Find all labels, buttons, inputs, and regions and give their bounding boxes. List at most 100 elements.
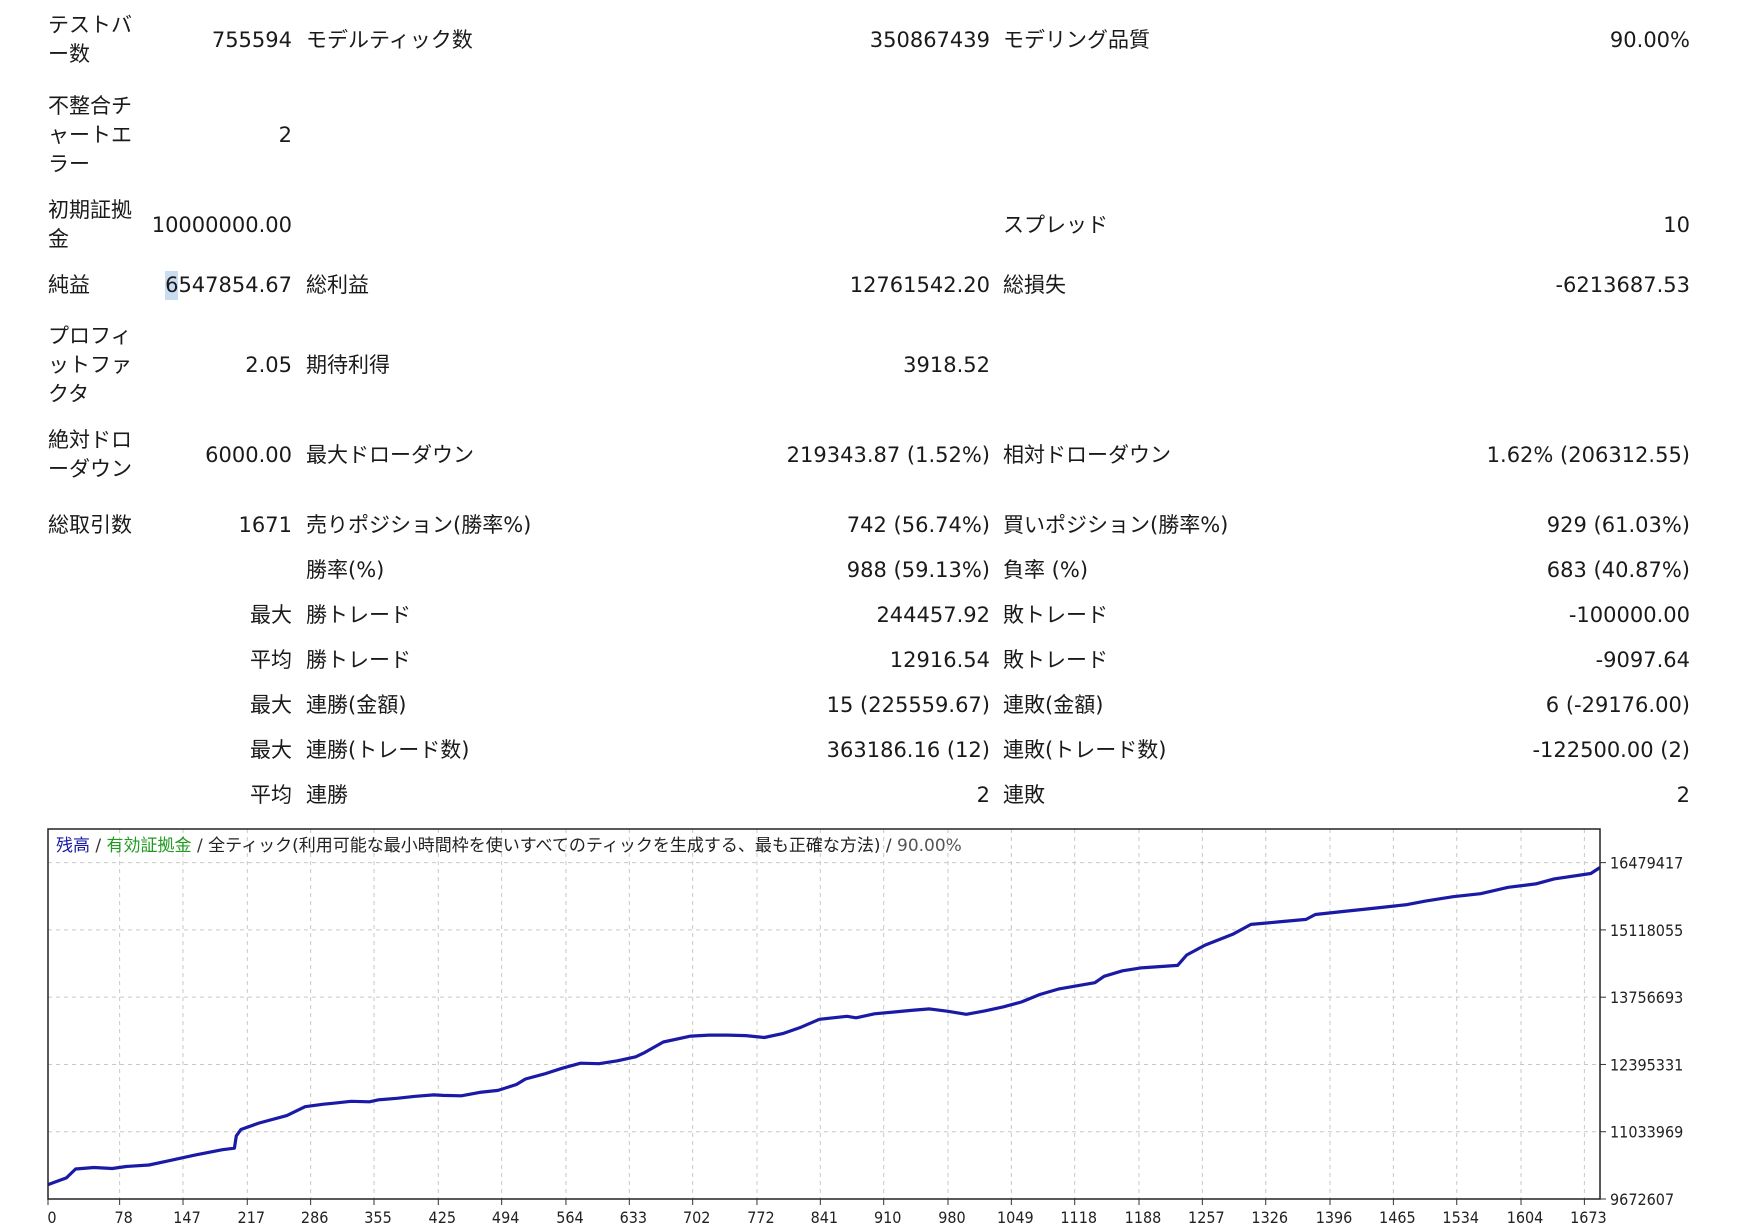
report-label3-2: スプレッド: [1003, 212, 1108, 237]
report-label3-5: 相対ドローダウン: [1003, 442, 1171, 467]
chart-svg: 0 78 147 217 286 355 425 494 564 633 702 772 841 910 9…: [47, 828, 1683, 1224]
report-value3-0: 90.00%: [1609, 27, 1690, 52]
report-label2-3: 総利益: [306, 272, 369, 297]
x-tick-label: 1673: [1570, 1208, 1607, 1224]
x-tick-label: 980: [938, 1208, 965, 1224]
report-value2-0: 350867439: [869, 27, 990, 52]
report-label3-7: 負率 (%): [1003, 557, 1089, 582]
report-value3-10: 6 (-29176.00): [1545, 692, 1690, 717]
x-tick-label: 1049: [997, 1208, 1034, 1224]
x-tick-label: 78: [114, 1208, 132, 1224]
report-value2-6: 742 (56.74%): [846, 512, 990, 537]
x-tick-label: 910: [874, 1208, 901, 1224]
report-value2-3: 12761542.20: [849, 272, 990, 297]
report-label3-0: モデリング品質: [1003, 27, 1150, 52]
report-label-3: 純益: [48, 272, 90, 297]
x-tick-label: 633: [620, 1208, 647, 1224]
report-value-1: 2: [278, 122, 292, 147]
report-label3-12: 連敗: [1003, 782, 1045, 807]
report-value3-6: 929 (61.03%): [1546, 512, 1690, 537]
report-value-5: 6000.00: [205, 442, 292, 467]
report-label3-9: 敗トレード: [1003, 647, 1108, 672]
y-tick-label: 11033969: [1610, 1123, 1683, 1142]
chart-legend: 残高 / 有効証拠金 / 全ティック(利用可能な最小時間枠を使いすべてのティック…: [56, 835, 962, 856]
report-value2-10: 15 (225559.67): [826, 692, 990, 717]
report-label2-8: 勝トレード: [306, 602, 411, 627]
legend-model: 全ティック(利用可能な最小時間枠を使いすべてのティックを生成する、最も正確な方法…: [208, 835, 880, 856]
x-tick-label: 564: [556, 1208, 583, 1224]
report-label-6: 総取引数: [48, 512, 132, 537]
report-value3-11: -122500.00 (2): [1532, 737, 1690, 762]
legend-separator: /: [880, 836, 897, 856]
x-tick-label: 1188: [1125, 1208, 1162, 1224]
x-tick-label: 355: [364, 1208, 391, 1224]
report-value-3[interactable]: 6 547854.67: [165, 270, 292, 300]
report-value-0: 755594: [211, 27, 292, 52]
y-tick-label: 15118055: [1610, 921, 1683, 940]
y-tick-label: 12395331: [1610, 1055, 1683, 1074]
report-value3-3: -6213687.53: [1555, 272, 1690, 297]
x-tick-label: 1604: [1507, 1208, 1544, 1224]
report-value-12: 平均: [250, 782, 292, 807]
report-label2-0: モデルティック数: [306, 27, 473, 52]
y-tick-label: 16479417: [1610, 854, 1683, 873]
report-value2-11: 363186.16 (12): [826, 737, 990, 762]
report-label2-5: 最大ドローダウン: [306, 442, 474, 467]
report-value2-12: 2: [976, 782, 990, 807]
report-value-8: 最大: [250, 602, 292, 627]
report-label2-11: 連勝(トレード数): [306, 737, 470, 762]
x-tick-label: 1465: [1379, 1208, 1416, 1224]
legend-separator: /: [90, 836, 107, 856]
report-value2-9: 12916.54: [889, 647, 990, 672]
x-tick-label: 702: [683, 1208, 710, 1224]
text-selection-highlight: 6: [165, 270, 179, 300]
report-value-4: 2.05: [245, 352, 292, 377]
x-tick-label: 772: [747, 1208, 774, 1224]
x-tick-label: 1118: [1060, 1208, 1097, 1224]
report-label3-3: 総損失: [1003, 272, 1066, 297]
report-label-5: 絶対ドローダウン: [48, 428, 132, 481]
x-tick-label: 425: [429, 1208, 456, 1224]
report-value-9: 平均: [250, 647, 292, 672]
report-label2-7: 勝率(%): [306, 557, 385, 582]
x-tick-label: 147: [173, 1208, 200, 1224]
balance-series-line: [47, 866, 1601, 1187]
report-value3-7: 683 (40.87%): [1546, 557, 1690, 582]
report-value2-8: 244457.92: [876, 602, 990, 627]
legend-balance: 残高: [56, 836, 90, 856]
report-label2-4: 期待利得: [306, 352, 390, 377]
x-tick-label: 841: [811, 1208, 838, 1224]
report-value-2: 10000000.00: [151, 212, 292, 237]
report-value3-5: 1.62% (206312.55): [1486, 442, 1690, 467]
report-value3-2: 10: [1663, 212, 1690, 237]
plot-background: [48, 829, 1600, 1199]
x-tick-label: 1534: [1442, 1208, 1479, 1224]
x-tick-label: 0: [47, 1208, 56, 1224]
report-value3-9: -9097.64: [1595, 647, 1690, 672]
report-label2-10: 連勝(金額): [306, 692, 407, 717]
report-label-0: テストバー数: [48, 13, 132, 66]
report-label-4: プロフィットファクタ: [48, 323, 132, 406]
report-label3-6: 買いポジション(勝率%): [1003, 512, 1229, 537]
report-label3-11: 連敗(トレード数): [1003, 737, 1167, 762]
report-value3-12: 2: [1676, 782, 1690, 807]
report-label-1: 不整合チャートエラー: [48, 93, 132, 176]
net-profit-digits: 547854.67: [178, 272, 292, 297]
report-value2-4: 3918.52: [903, 352, 990, 377]
x-tick-label: 1396: [1316, 1208, 1353, 1224]
report-label2-6: 売りポジション(勝率%): [306, 512, 532, 537]
report-value-11: 最大: [250, 737, 292, 762]
report-label2-9: 勝トレード: [306, 647, 411, 672]
report-value-6: 1671: [238, 512, 292, 537]
legend-separator: /: [192, 836, 209, 856]
x-tick-label: 217: [238, 1208, 265, 1224]
legend-quality: 90.00%: [897, 836, 962, 856]
legend-equity: 有効証拠金: [107, 836, 192, 856]
report-value3-8: -100000.00: [1568, 602, 1690, 627]
x-tick-label: 1257: [1188, 1208, 1225, 1224]
x-tick-label: 494: [492, 1208, 519, 1224]
report-value2-7: 988 (59.13%): [846, 557, 990, 582]
plot-frame: [47, 828, 1601, 1200]
y-tick-label: 13756693: [1610, 988, 1683, 1007]
x-tick-label: 286: [301, 1208, 328, 1224]
